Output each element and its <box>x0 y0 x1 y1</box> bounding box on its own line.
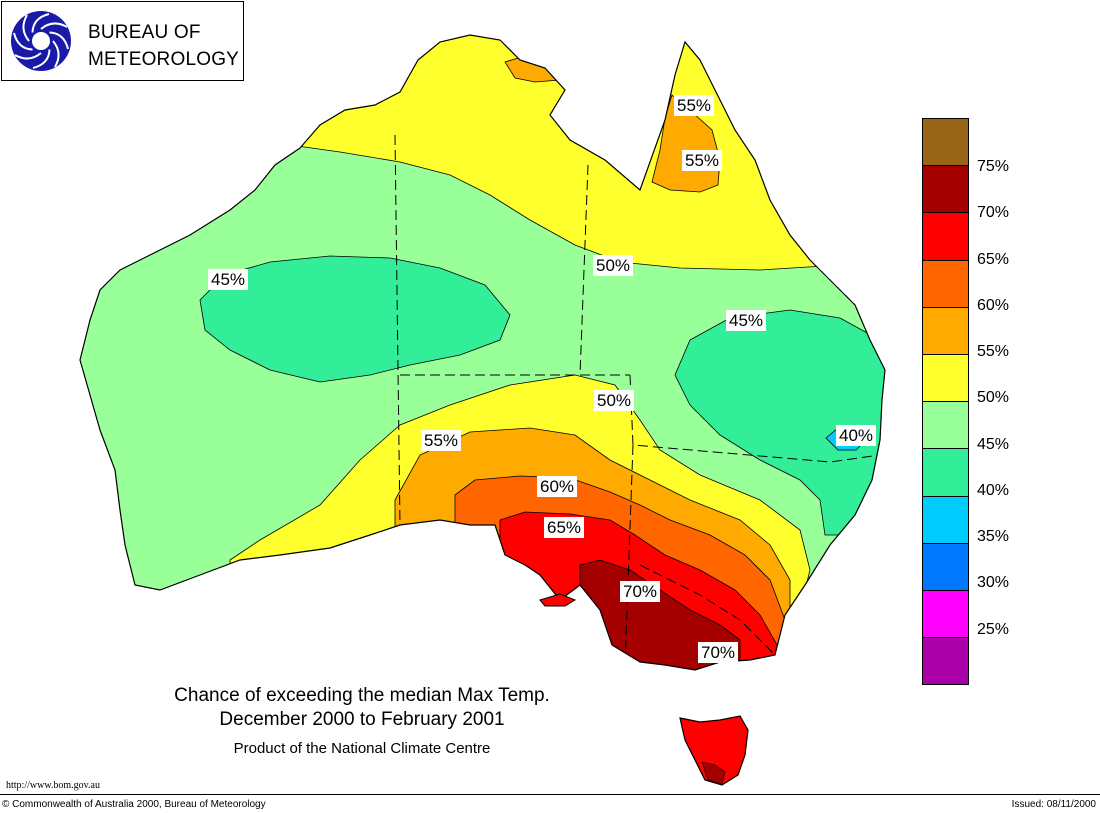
contour-label: 70% <box>620 581 661 602</box>
map-product-credit: Product of the National Climate Centre <box>233 740 491 757</box>
legend-swatch <box>923 260 968 308</box>
legend-label: 25% <box>977 621 1010 638</box>
contour-label: 60% <box>537 476 578 497</box>
contour-label: 45% <box>726 310 767 331</box>
legend-swatch <box>923 638 968 685</box>
contour-label: 55% <box>682 150 723 171</box>
legend-swatch <box>923 496 968 544</box>
bom-spiral-logo-icon <box>11 11 71 71</box>
website-link[interactable]: http://www.bom.gov.au <box>6 780 100 791</box>
legend-swatch <box>923 449 968 497</box>
legend-swatch <box>923 213 968 261</box>
state-border-nt-qld <box>579 164 589 376</box>
contour-label: 50% <box>594 390 635 411</box>
bom-logo: BUREAU OF METEOROLOGY <box>1 1 244 81</box>
legend-label: 70% <box>977 204 1010 221</box>
state-border-wa <box>394 134 401 526</box>
tasmania <box>679 715 749 786</box>
tasmania-south-zone <box>701 761 726 785</box>
legend-swatch <box>923 119 968 167</box>
contour-label: 40% <box>836 425 877 446</box>
legend-swatch <box>923 590 968 639</box>
legend-swatch <box>923 354 968 403</box>
legend-label: 30% <box>977 574 1010 591</box>
legend-label: 50% <box>977 389 1010 406</box>
kangaroo-island <box>539 593 577 607</box>
contour-label: 55% <box>421 430 462 451</box>
color-legend <box>922 118 969 686</box>
legend-label: 55% <box>977 343 1010 360</box>
state-border-nsw-vic <box>639 564 781 661</box>
legend-label: 35% <box>977 528 1010 545</box>
legend-label: 65% <box>977 251 1010 268</box>
issued-date: Issued: 08/11/2000 <box>1011 799 1096 810</box>
legend-swatch <box>923 166 968 214</box>
contour-zone-40-wa <box>199 255 511 383</box>
contour-label: 70% <box>698 642 739 663</box>
legend-swatch <box>923 307 968 355</box>
state-border-sa-nsw-vic <box>624 444 634 666</box>
map-period: December 2000 to February 2001 <box>219 709 505 730</box>
contour-label: 50% <box>593 255 634 276</box>
logo-title-line2: METEOROLOGY <box>88 49 240 70</box>
contour-label: 65% <box>544 517 585 538</box>
legend-swatch <box>923 543 968 591</box>
copyright-notice: © Commonwealth of Australia 2000, Bureau… <box>2 799 266 810</box>
logo-title-line1: BUREAU OF <box>88 22 201 43</box>
contour-label: 45% <box>208 269 249 290</box>
legend-label: 75% <box>977 158 1010 175</box>
legend-label: 45% <box>977 436 1010 453</box>
contour-label: 55% <box>674 95 715 116</box>
mainland-coastline <box>79 34 886 671</box>
legend-swatch <box>923 402 968 450</box>
legend-label: 40% <box>977 482 1010 499</box>
map-title: Chance of exceeding the median Max Temp. <box>174 685 550 706</box>
legend-label: 60% <box>977 297 1010 314</box>
footer-divider <box>0 794 1100 795</box>
